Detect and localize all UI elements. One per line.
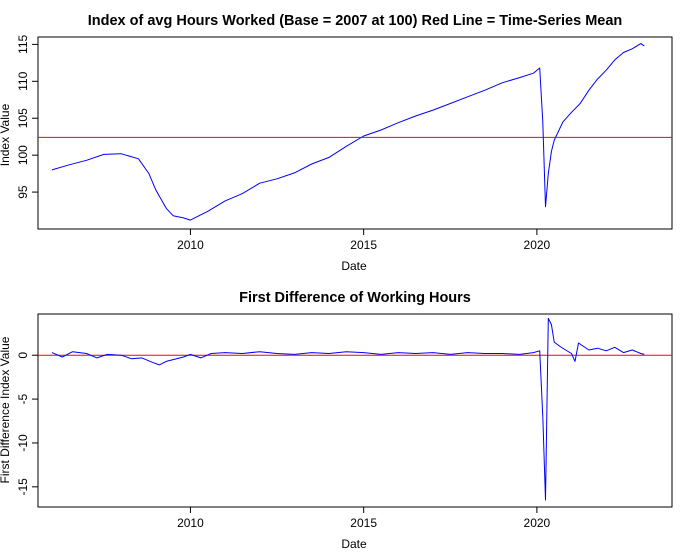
- x-tick-label: 2020: [524, 516, 551, 530]
- x-tick-label: 2010: [177, 238, 204, 252]
- x-tick-label: 2010: [177, 516, 204, 530]
- y-tick-label: -10: [16, 434, 30, 452]
- y-tick-label: 95: [16, 185, 30, 199]
- y-axis-label: First Difference Index Value: [0, 336, 12, 483]
- y-tick-label: -5: [16, 393, 30, 404]
- y-tick-label: 105: [16, 108, 30, 128]
- y-axis-label: Index Value: [0, 103, 12, 166]
- x-tick-label: 2020: [524, 238, 551, 252]
- y-tick-label: 100: [16, 145, 30, 165]
- index-chart: Index of avg Hours Worked (Base = 2007 a…: [0, 13, 673, 273]
- x-axis-label: Date: [341, 259, 367, 273]
- series-line: [51, 317, 645, 501]
- chart-title: Index of avg Hours Worked (Base = 2007 a…: [88, 13, 623, 29]
- y-tick-label: 110: [16, 71, 30, 90]
- series-line: [51, 43, 645, 221]
- x-tick-label: 2015: [350, 516, 377, 530]
- first-difference-chart: First Difference of Working Hours Date F…: [0, 290, 673, 551]
- y-tick-label: 115: [16, 34, 30, 53]
- plot-frame: [37, 36, 673, 230]
- y-tick-label: -15: [16, 478, 30, 496]
- chart-title: First Difference of Working Hours: [239, 290, 471, 306]
- plot-frame: [37, 313, 673, 508]
- x-tick-label: 2015: [350, 238, 377, 252]
- x-axis-label: Date: [341, 537, 367, 551]
- y-tick-label: 0: [16, 352, 30, 359]
